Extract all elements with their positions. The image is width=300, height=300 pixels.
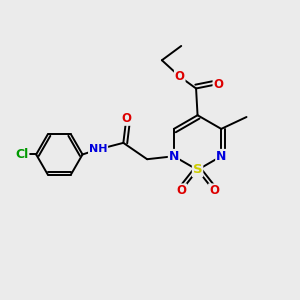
Text: O: O [176,184,186,197]
Text: N: N [169,150,179,163]
Text: NH: NH [89,144,107,154]
Text: S: S [193,164,202,176]
Text: O: O [175,70,185,83]
Text: O: O [121,112,131,125]
Text: O: O [209,184,219,197]
Text: N: N [216,150,226,163]
Text: O: O [213,77,224,91]
Text: Cl: Cl [15,148,28,161]
